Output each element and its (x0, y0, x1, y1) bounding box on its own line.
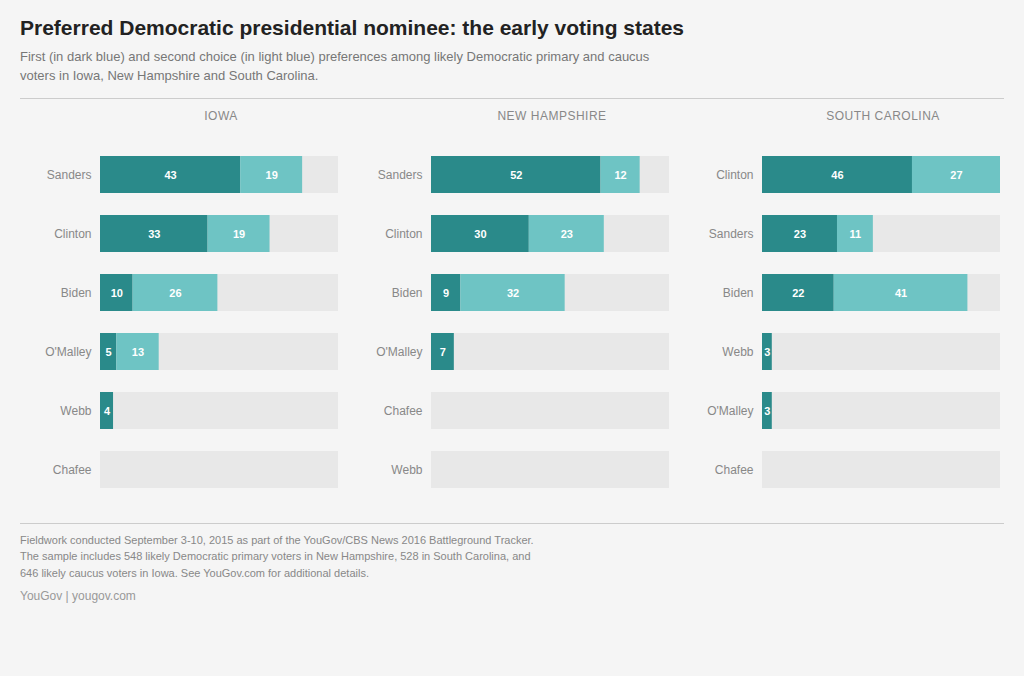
svg-text:Clinton: Clinton (716, 168, 753, 182)
svg-text:5: 5 (106, 345, 112, 357)
svg-text:Webb: Webb (391, 463, 422, 477)
svg-text:7: 7 (440, 345, 446, 357)
svg-text:O'Malley: O'Malley (707, 404, 753, 418)
svg-text:Chafee: Chafee (715, 463, 754, 477)
svg-text:Sanders: Sanders (47, 168, 92, 182)
svg-text:11: 11 (850, 227, 862, 239)
svg-text:Sanders: Sanders (709, 227, 754, 241)
svg-text:3: 3 (764, 345, 770, 357)
svg-text:33: 33 (148, 227, 160, 239)
svg-text:26: 26 (169, 286, 181, 298)
svg-text:Clinton: Clinton (54, 227, 91, 241)
svg-text:22: 22 (792, 286, 804, 298)
svg-text:23: 23 (794, 227, 806, 239)
html-text:Preferred Democratic president: Preferred Democratic presidential nomine… (20, 16, 685, 39)
svg-text:30: 30 (474, 227, 486, 239)
svg-text:Clinton: Clinton (385, 227, 422, 241)
html-text:First (in dark blue) and secon: First (in dark blue) and second choice (… (20, 49, 650, 83)
svg-text:12: 12 (614, 168, 626, 180)
html-text:YouGov | yougov.com: YouGov | yougov.com (20, 589, 136, 604)
svg-text:32: 32 (507, 286, 519, 298)
html-text:646 likely caucus voters in Io: 646 likely caucus voters in Iowa. See Yo… (20, 566, 369, 579)
html-text:Fieldwork conducted September: Fieldwork conducted September 3-10, 2015… (20, 533, 534, 546)
svg-text:O'Malley: O'Malley (376, 345, 422, 359)
svg-text:9: 9 (443, 286, 449, 298)
svg-text:19: 19 (266, 168, 278, 180)
svg-text:4: 4 (104, 404, 111, 416)
svg-text:27: 27 (950, 168, 962, 180)
svg-text:19: 19 (233, 227, 245, 239)
svg-text:Chafee: Chafee (384, 404, 423, 418)
svg-text:46: 46 (831, 168, 843, 180)
svg-text:Biden: Biden (61, 286, 92, 300)
svg-text:52: 52 (510, 168, 522, 180)
svg-text:43: 43 (164, 168, 176, 180)
svg-text:Webb: Webb (722, 345, 753, 359)
svg-text:O'Malley: O'Malley (45, 345, 91, 359)
svg-text:Biden: Biden (392, 286, 423, 300)
svg-text:23: 23 (561, 227, 573, 239)
svg-text:Biden: Biden (723, 286, 754, 300)
html-text:SOUTH CAROLINA: SOUTH CAROLINA (826, 108, 940, 123)
svg-text:10: 10 (111, 286, 123, 298)
svg-text:41: 41 (895, 286, 907, 298)
svg-text:Chafee: Chafee (53, 463, 92, 477)
svg-text:Sanders: Sanders (378, 168, 423, 182)
svg-text:Webb: Webb (60, 404, 91, 418)
svg-text:13: 13 (132, 345, 144, 357)
svg-text:3: 3 (764, 404, 770, 416)
html-text:IOWA: IOWA (204, 108, 238, 123)
html-text:The sample includes 548 likely: The sample includes 548 likely Democrati… (20, 550, 531, 563)
html-text:NEW HAMPSHIRE: NEW HAMPSHIRE (497, 108, 607, 123)
